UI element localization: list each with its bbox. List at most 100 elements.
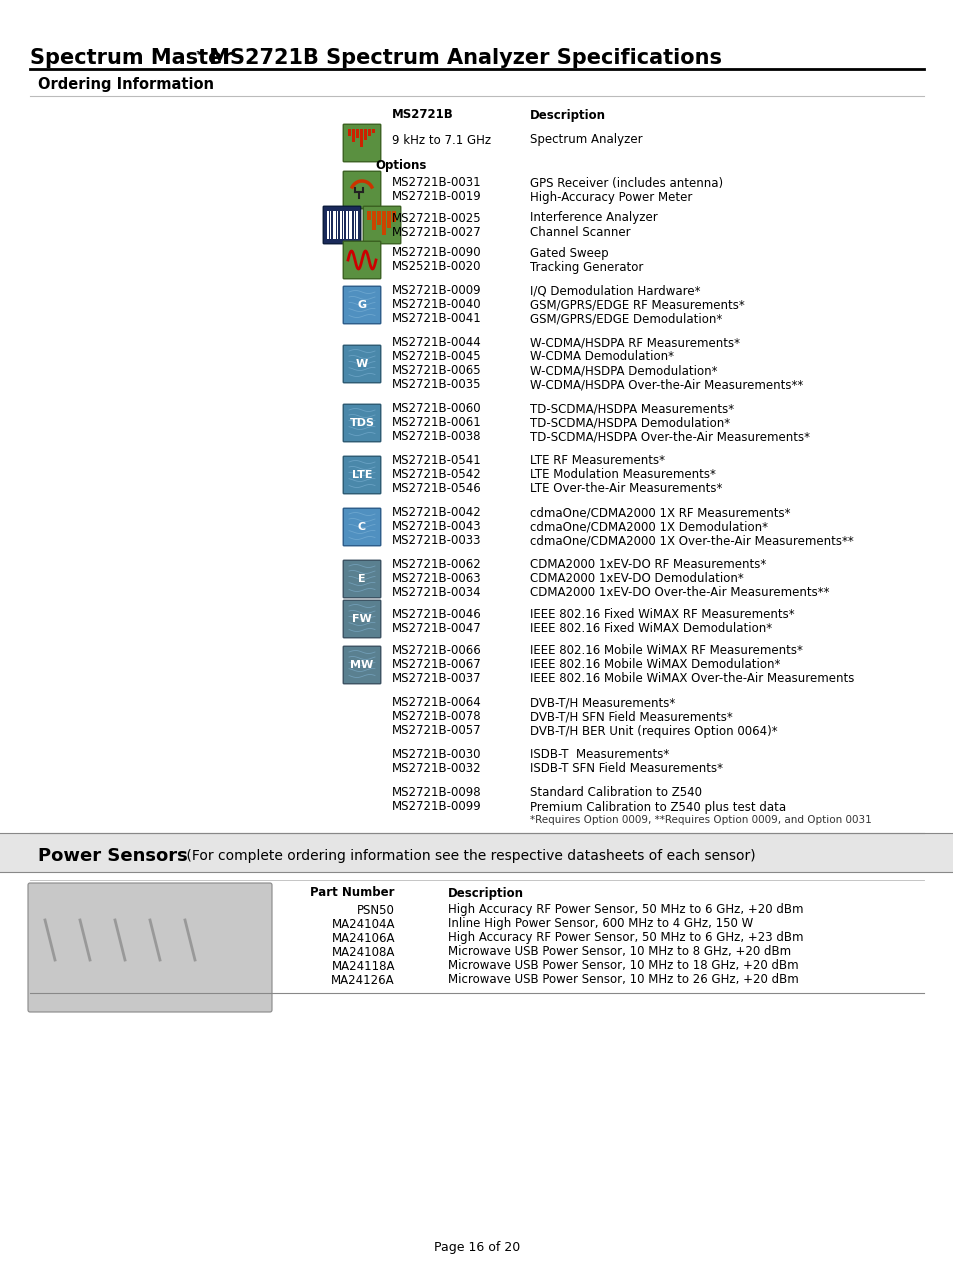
- FancyBboxPatch shape: [343, 560, 380, 598]
- Text: MS2721B-0541: MS2721B-0541: [392, 454, 481, 468]
- Text: Standard Calibration to Z540: Standard Calibration to Z540: [530, 786, 701, 800]
- Text: DVB-T/H SFN Field Measurements*: DVB-T/H SFN Field Measurements*: [530, 711, 732, 724]
- Text: Part Number: Part Number: [310, 887, 395, 899]
- Bar: [356, 128, 359, 137]
- Text: MS2721B-0009: MS2721B-0009: [392, 285, 481, 298]
- Text: MS2721B-0099: MS2721B-0099: [392, 800, 481, 814]
- Bar: [372, 128, 375, 134]
- Text: Gated Sweep: Gated Sweep: [530, 247, 608, 259]
- Text: IEEE 802.16 Mobile WiMAX Over-the-Air Measurements: IEEE 802.16 Mobile WiMAX Over-the-Air Me…: [530, 673, 854, 686]
- Text: MS2721B-0027: MS2721B-0027: [392, 225, 481, 239]
- Text: cdmaOne/CDMA2000 1X RF Measurements*: cdmaOne/CDMA2000 1X RF Measurements*: [530, 506, 790, 519]
- Text: MS2721B-0060: MS2721B-0060: [392, 402, 481, 416]
- Text: GSM/GPRS/EDGE RF Measurements*: GSM/GPRS/EDGE RF Measurements*: [530, 299, 744, 312]
- Bar: [339, 211, 341, 239]
- Text: MS2721B-0078: MS2721B-0078: [392, 711, 481, 724]
- Text: MS2721B: MS2721B: [392, 108, 454, 122]
- Text: W-CDMA/HSDPA Over-the-Air Measurements**: W-CDMA/HSDPA Over-the-Air Measurements**: [530, 379, 802, 392]
- Text: MA24108A: MA24108A: [332, 945, 395, 959]
- Text: MS2721B-0019: MS2721B-0019: [392, 191, 481, 204]
- Bar: [354, 211, 355, 239]
- Text: MS2721B-0041: MS2721B-0041: [392, 313, 481, 326]
- Bar: [377, 211, 380, 225]
- Text: MS2721B-0098: MS2721B-0098: [392, 786, 481, 800]
- Text: IEEE 802.16 Mobile WiMAX RF Measurements*: IEEE 802.16 Mobile WiMAX RF Measurements…: [530, 645, 802, 658]
- Text: Microwave USB Power Sensor, 10 MHz to 18 GHz, +20 dBm: Microwave USB Power Sensor, 10 MHz to 18…: [448, 959, 798, 973]
- FancyBboxPatch shape: [343, 404, 380, 441]
- Text: MS2721B-0044: MS2721B-0044: [392, 337, 481, 350]
- FancyBboxPatch shape: [343, 457, 380, 494]
- Text: MS2721B-0025: MS2721B-0025: [392, 211, 481, 224]
- Text: MS2521B-0020: MS2521B-0020: [392, 261, 481, 273]
- Bar: [352, 128, 355, 142]
- Text: High Accuracy RF Power Sensor, 50 MHz to 6 GHz, +23 dBm: High Accuracy RF Power Sensor, 50 MHz to…: [448, 931, 802, 945]
- Text: MA24118A: MA24118A: [331, 959, 395, 973]
- Text: MS2721B-0033: MS2721B-0033: [392, 534, 481, 547]
- Text: LTE Over-the-Air Measurements*: LTE Over-the-Air Measurements*: [530, 482, 721, 496]
- Text: MA24104A: MA24104A: [331, 917, 395, 931]
- Text: cdmaOne/CDMA2000 1X Over-the-Air Measurements**: cdmaOne/CDMA2000 1X Over-the-Air Measure…: [530, 534, 853, 547]
- Text: MS2721B-0043: MS2721B-0043: [392, 520, 481, 533]
- Text: TD-SCDMA/HSDPA Demodulation*: TD-SCDMA/HSDPA Demodulation*: [530, 416, 729, 430]
- Text: ™: ™: [193, 51, 205, 61]
- Text: TD-SCDMA/HSDPA Measurements*: TD-SCDMA/HSDPA Measurements*: [530, 402, 734, 416]
- Text: Power Sensors: Power Sensors: [38, 847, 188, 865]
- FancyBboxPatch shape: [343, 172, 380, 209]
- Bar: [0, 833, 953, 873]
- Bar: [327, 211, 329, 239]
- Text: MS2721B-0546: MS2721B-0546: [392, 482, 481, 496]
- Text: IEEE 802.16 Fixed WiMAX Demodulation*: IEEE 802.16 Fixed WiMAX Demodulation*: [530, 622, 771, 636]
- Text: ISDB-T  Measurements*: ISDB-T Measurements*: [530, 748, 669, 762]
- Text: MS2721B-0037: MS2721B-0037: [392, 673, 481, 686]
- Text: MS2721B-0034: MS2721B-0034: [392, 586, 481, 599]
- Text: Description: Description: [530, 108, 605, 122]
- Text: MS2721B-0046: MS2721B-0046: [392, 608, 481, 622]
- Text: MS2721B-0040: MS2721B-0040: [392, 299, 481, 312]
- Text: FW: FW: [352, 614, 372, 625]
- Text: MS2721B-0057: MS2721B-0057: [392, 725, 481, 738]
- Text: MS2721B-0542: MS2721B-0542: [392, 468, 481, 482]
- Bar: [348, 128, 351, 136]
- Text: MS2721B-0063: MS2721B-0063: [392, 572, 481, 585]
- Text: MA24106A: MA24106A: [331, 931, 395, 945]
- Text: MS2721B-0066: MS2721B-0066: [392, 645, 481, 658]
- Bar: [337, 211, 338, 239]
- Text: MS2721B-0067: MS2721B-0067: [392, 659, 481, 672]
- Bar: [387, 211, 391, 228]
- Text: MS2721B Spectrum Analyzer Specifications: MS2721B Spectrum Analyzer Specifications: [202, 48, 721, 67]
- Text: High-Accuracy Power Meter: High-Accuracy Power Meter: [530, 191, 692, 204]
- Text: MW: MW: [350, 660, 374, 670]
- Text: DVB-T/H BER Unit (requires Option 0064)*: DVB-T/H BER Unit (requires Option 0064)*: [530, 725, 777, 738]
- Bar: [346, 211, 348, 239]
- Text: High Accuracy RF Power Sensor, 50 MHz to 6 GHz, +20 dBm: High Accuracy RF Power Sensor, 50 MHz to…: [448, 903, 802, 917]
- Bar: [333, 211, 335, 239]
- Text: LTE: LTE: [352, 469, 372, 480]
- Text: cdmaOne/CDMA2000 1X Demodulation*: cdmaOne/CDMA2000 1X Demodulation*: [530, 520, 767, 533]
- Text: IEEE 802.16 Mobile WiMAX Demodulation*: IEEE 802.16 Mobile WiMAX Demodulation*: [530, 659, 780, 672]
- Bar: [392, 211, 395, 223]
- Text: Page 16 of 20: Page 16 of 20: [434, 1241, 519, 1254]
- Text: CDMA2000 1xEV-DO Over-the-Air Measurements**: CDMA2000 1xEV-DO Over-the-Air Measuremen…: [530, 586, 828, 599]
- Text: MS2721B-0042: MS2721B-0042: [392, 506, 481, 519]
- Text: IEEE 802.16 Fixed WiMAX RF Measurements*: IEEE 802.16 Fixed WiMAX RF Measurements*: [530, 608, 794, 622]
- FancyBboxPatch shape: [363, 206, 400, 244]
- Bar: [372, 211, 375, 230]
- Text: Tracking Generator: Tracking Generator: [530, 261, 642, 273]
- Text: DVB-T/H Measurements*: DVB-T/H Measurements*: [530, 697, 675, 710]
- Text: G: G: [357, 300, 366, 310]
- FancyBboxPatch shape: [343, 509, 380, 546]
- Bar: [349, 211, 352, 239]
- Bar: [343, 211, 344, 239]
- Text: W-CDMA/HSDPA RF Measurements*: W-CDMA/HSDPA RF Measurements*: [530, 337, 740, 350]
- Bar: [368, 128, 371, 136]
- Text: MS2721B-0090: MS2721B-0090: [392, 247, 481, 259]
- Text: (For complete ordering information see the respective datasheets of each sensor): (For complete ordering information see t…: [182, 848, 755, 862]
- Text: MS2721B-0065: MS2721B-0065: [392, 365, 481, 378]
- Text: W-CDMA Demodulation*: W-CDMA Demodulation*: [530, 351, 673, 364]
- Text: GSM/GPRS/EDGE Demodulation*: GSM/GPRS/EDGE Demodulation*: [530, 313, 721, 326]
- Text: MS2721B-0062: MS2721B-0062: [392, 558, 481, 571]
- Text: E: E: [357, 574, 365, 584]
- Text: Options: Options: [375, 159, 427, 172]
- Text: CDMA2000 1xEV-DO Demodulation*: CDMA2000 1xEV-DO Demodulation*: [530, 572, 743, 585]
- Text: Microwave USB Power Sensor, 10 MHz to 26 GHz, +20 dBm: Microwave USB Power Sensor, 10 MHz to 26…: [448, 973, 798, 987]
